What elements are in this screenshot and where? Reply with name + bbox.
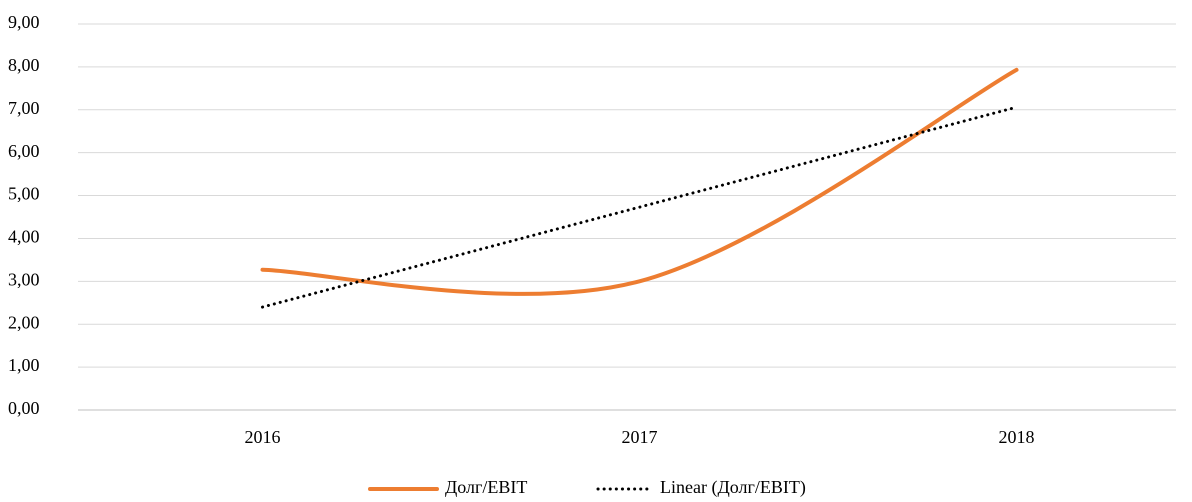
y-tick-label: 5,00 <box>8 184 40 204</box>
y-tick-label: 7,00 <box>8 98 40 118</box>
y-tick-label: 9,00 <box>8 12 40 32</box>
y-tick-label: 0,00 <box>8 398 40 418</box>
y-tick-label: 1,00 <box>8 355 40 375</box>
y-tick-label: 4,00 <box>8 227 40 247</box>
y-tick-label: 2,00 <box>8 312 40 332</box>
legend-label: Linear (Долг/EBIT) <box>660 477 806 498</box>
y-tick-label: 6,00 <box>8 141 40 161</box>
x-tick-label: 2016 <box>245 427 281 447</box>
series-line <box>261 105 1018 309</box>
x-tick-label: 2018 <box>999 427 1035 447</box>
x-tick-label: 2017 <box>622 427 658 447</box>
legend-label: Долг/EBIT <box>445 477 527 497</box>
y-tick-label: 3,00 <box>8 269 40 289</box>
y-tick-label: 8,00 <box>8 55 40 75</box>
series-line <box>260 67 1019 296</box>
